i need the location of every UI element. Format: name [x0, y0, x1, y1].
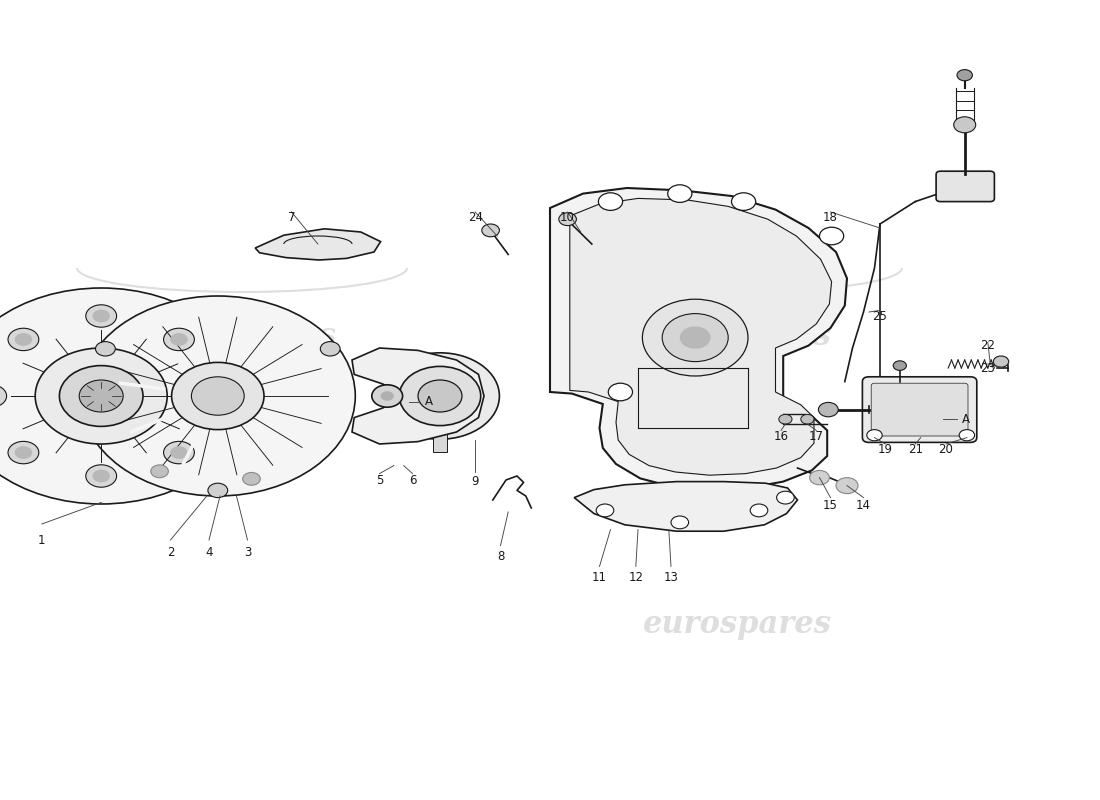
Text: 1: 1	[39, 534, 45, 546]
Polygon shape	[550, 188, 847, 490]
Text: A: A	[961, 413, 970, 426]
Text: 24: 24	[468, 211, 483, 224]
Circle shape	[172, 362, 264, 430]
Text: 5: 5	[376, 474, 383, 486]
Circle shape	[801, 414, 814, 424]
Circle shape	[608, 383, 632, 401]
Circle shape	[954, 117, 976, 133]
Text: eurospares: eurospares	[147, 321, 337, 351]
Text: 12: 12	[628, 571, 643, 584]
Circle shape	[668, 185, 692, 202]
Circle shape	[243, 473, 261, 486]
Text: 21: 21	[908, 443, 923, 456]
Circle shape	[0, 385, 7, 407]
Circle shape	[662, 314, 728, 362]
Polygon shape	[425, 366, 455, 426]
Text: 9: 9	[472, 475, 478, 488]
Text: 17: 17	[808, 430, 824, 442]
Circle shape	[0, 288, 250, 504]
Circle shape	[993, 356, 1009, 367]
Circle shape	[80, 296, 355, 496]
Circle shape	[151, 465, 168, 478]
FancyBboxPatch shape	[871, 383, 968, 436]
Circle shape	[818, 402, 838, 417]
Circle shape	[957, 70, 972, 81]
Text: 2: 2	[167, 546, 174, 558]
Circle shape	[164, 328, 195, 350]
Circle shape	[482, 224, 499, 237]
Circle shape	[836, 478, 858, 494]
Circle shape	[170, 446, 188, 459]
Text: 10: 10	[560, 211, 575, 224]
Circle shape	[92, 310, 110, 322]
Circle shape	[598, 193, 623, 210]
Text: 15: 15	[823, 499, 838, 512]
Circle shape	[671, 516, 689, 529]
Polygon shape	[570, 198, 832, 475]
Circle shape	[893, 361, 906, 370]
Text: 7: 7	[288, 211, 295, 224]
Circle shape	[92, 470, 110, 482]
Circle shape	[642, 299, 748, 376]
Circle shape	[59, 366, 143, 426]
Circle shape	[867, 430, 882, 441]
Circle shape	[14, 446, 32, 459]
Circle shape	[381, 353, 499, 439]
Circle shape	[320, 342, 340, 356]
Circle shape	[820, 227, 844, 245]
Circle shape	[196, 385, 227, 407]
Text: 13: 13	[663, 571, 679, 584]
Circle shape	[164, 442, 195, 464]
Text: 18: 18	[823, 211, 838, 224]
Text: 16: 16	[773, 430, 789, 442]
Polygon shape	[352, 348, 484, 444]
Text: 22: 22	[980, 339, 996, 352]
Circle shape	[559, 213, 576, 226]
Circle shape	[372, 385, 403, 407]
Circle shape	[418, 380, 462, 412]
Text: 8: 8	[497, 550, 504, 562]
Text: 20: 20	[938, 443, 954, 456]
Circle shape	[959, 430, 975, 441]
Polygon shape	[574, 482, 798, 531]
Text: A: A	[425, 395, 433, 408]
Circle shape	[732, 193, 756, 210]
FancyBboxPatch shape	[862, 377, 977, 442]
Text: 3: 3	[244, 546, 251, 558]
Circle shape	[779, 414, 792, 424]
Text: 25: 25	[872, 310, 888, 322]
Text: 4: 4	[206, 546, 212, 558]
Circle shape	[596, 504, 614, 517]
Circle shape	[777, 491, 794, 504]
Circle shape	[202, 390, 220, 402]
Text: eurospares: eurospares	[642, 321, 832, 351]
Circle shape	[810, 470, 829, 485]
Text: 6: 6	[409, 474, 416, 486]
Circle shape	[191, 377, 244, 415]
Text: 23: 23	[980, 362, 996, 374]
Circle shape	[14, 333, 32, 346]
Circle shape	[750, 504, 768, 517]
Circle shape	[86, 305, 117, 327]
Circle shape	[399, 366, 481, 426]
Circle shape	[8, 328, 39, 350]
Circle shape	[35, 348, 167, 444]
FancyBboxPatch shape	[936, 171, 994, 202]
Circle shape	[680, 326, 711, 349]
Circle shape	[86, 465, 117, 487]
Circle shape	[381, 391, 394, 401]
Circle shape	[79, 380, 123, 412]
Polygon shape	[255, 229, 381, 260]
Circle shape	[8, 442, 39, 464]
Text: eurospares: eurospares	[642, 609, 832, 639]
Text: 11: 11	[592, 571, 607, 584]
Circle shape	[208, 483, 228, 498]
Text: 14: 14	[856, 499, 871, 512]
Circle shape	[96, 342, 115, 356]
Circle shape	[170, 333, 188, 346]
Polygon shape	[433, 426, 447, 452]
Text: 19: 19	[878, 443, 893, 456]
